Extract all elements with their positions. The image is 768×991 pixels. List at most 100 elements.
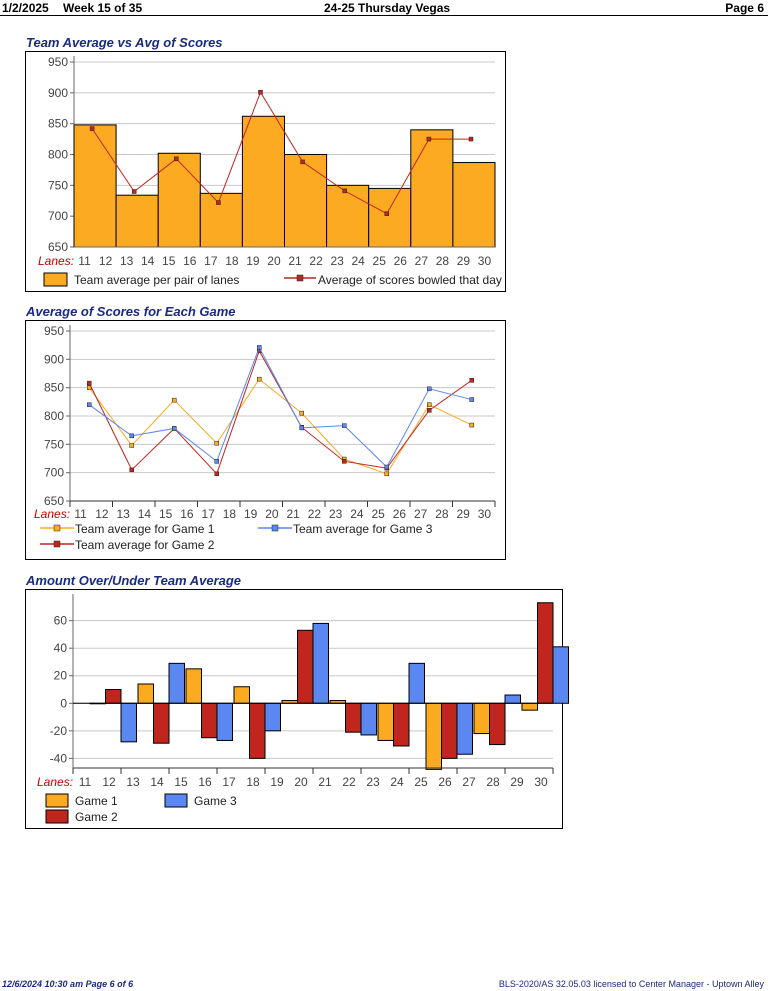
point-game2 [427, 408, 432, 413]
x-tick-label: 13 [120, 254, 134, 268]
x-tick-label: 20 [265, 507, 279, 521]
bar-game3 [216, 702, 233, 741]
x-tick-label: 21 [288, 254, 302, 268]
legend-label-game3: Team average for Game 3 [293, 522, 433, 536]
x-tick-label: 15 [159, 507, 173, 521]
point-game2 [129, 467, 134, 473]
point-game1 [257, 376, 262, 382]
legend-label-game2: Game 2 [75, 810, 118, 824]
chart3-title: Amount Over/Under Team Average [26, 573, 242, 588]
line-game1 [88, 378, 472, 475]
bar-team-avg [368, 187, 412, 248]
x-tick-label: 14 [150, 775, 164, 789]
x-tick-label: 25 [371, 507, 385, 521]
bar-game2 [441, 702, 458, 759]
point-avg-scores [426, 136, 432, 142]
x-tick-label: 17 [204, 254, 218, 268]
point-game2 [87, 380, 92, 386]
x-tick-label: 15 [162, 254, 176, 268]
x-tick-label: 17 [201, 507, 215, 521]
x-tick-label: 19 [270, 775, 284, 789]
x-tick-label: 23 [329, 507, 343, 521]
y-tick-label: 950 [44, 324, 64, 338]
bar-team-avg [157, 152, 201, 248]
bar-game2 [345, 702, 362, 733]
x-tick-label: 18 [246, 775, 260, 789]
x-tick-label: 19 [244, 507, 258, 521]
point-game1 [172, 397, 177, 403]
x-tick-label: 11 [74, 507, 87, 521]
x-tick-label: 24 [351, 254, 365, 268]
y-tick-label: -40 [50, 751, 68, 765]
bar-game3 [456, 702, 473, 755]
bar-game3 [264, 702, 281, 732]
y-tick-label: 60 [54, 614, 68, 628]
x-tick-label: 11 [78, 254, 91, 268]
x-tick-label: 18 [225, 254, 239, 268]
bar-game1 [185, 668, 202, 704]
point-game1 [384, 471, 389, 477]
point-game3 [214, 459, 219, 464]
bar-game3 [120, 702, 137, 743]
y-tick-label: 850 [48, 117, 68, 131]
bar-team-avg [284, 154, 328, 248]
point-game2 [342, 459, 347, 464]
lanes-label: Lanes: [34, 507, 70, 521]
bar-game3 [408, 662, 425, 704]
legend-label-game3: Game 3 [194, 794, 237, 808]
x-tick-label: 20 [267, 254, 281, 268]
x-tick-label: 14 [138, 507, 152, 521]
line-game3 [88, 346, 472, 468]
x-tick-label: 30 [478, 254, 492, 268]
point-game3 [172, 426, 177, 431]
bar-game2 [537, 602, 554, 704]
legend-swatch-game1 [45, 793, 69, 808]
point-game1 [214, 440, 219, 446]
x-tick-label: 17 [222, 775, 236, 789]
x-tick-label: 21 [286, 507, 300, 521]
bar-game1 [473, 702, 490, 735]
bar-team-avg [326, 184, 370, 248]
x-tick-label: 22 [309, 254, 323, 268]
bar-team-avg [241, 115, 285, 248]
bar-game1 [137, 683, 154, 704]
legend-label-avg-scores: Average of scores bowled that day [318, 273, 502, 287]
y-tick-label: 20 [54, 669, 68, 683]
point-avg-scores [468, 136, 474, 142]
x-tick-label: 29 [456, 507, 470, 521]
point-avg-scores [174, 156, 179, 162]
bar-team-avg [115, 194, 159, 248]
point-avg-scores [89, 126, 95, 131]
lanes-label: Lanes: [38, 254, 74, 268]
legend-label-team-avg: Team average per pair of lanes [74, 273, 239, 287]
point-avg-scores [131, 189, 137, 194]
legend-label-game2: Team average for Game 2 [75, 538, 215, 552]
x-tick-label: 26 [438, 775, 452, 789]
bar-game2 [105, 689, 122, 704]
x-tick-label: 29 [510, 775, 524, 789]
x-tick-label: 23 [366, 775, 380, 789]
point-game3 [299, 425, 304, 431]
point-game3 [384, 464, 389, 470]
x-tick-label: 28 [486, 775, 500, 789]
point-game3 [427, 386, 432, 392]
x-tick-label: 24 [390, 775, 404, 789]
bar-game2 [489, 702, 506, 746]
chart2-title: Average of Scores for Each Game [26, 304, 236, 319]
point-game2 [469, 378, 474, 383]
point-game3 [469, 397, 474, 402]
legend-swatch-team-avg [43, 272, 68, 287]
x-tick-label: 12 [99, 254, 113, 268]
x-tick-label: 16 [180, 507, 194, 521]
chart1-frame: 650 700 750 800 850 900 950 Lanes: 11 12 13 14 15 16 1… [25, 51, 506, 292]
x-tick-label: 30 [478, 507, 492, 521]
x-tick-label: 28 [435, 507, 449, 521]
y-tick-label: 700 [44, 466, 64, 480]
chart3-svg: -40 -20 0 20 40 60 Lanes: 11 12 13 14 15 16 17 18 19 20 2… [37, 594, 569, 824]
y-tick-label: 750 [44, 437, 64, 451]
y-tick-label: 650 [48, 240, 68, 254]
bar-game2 [297, 629, 314, 704]
x-tick-label: 20 [294, 775, 308, 789]
legend-swatch-game3 [164, 793, 188, 808]
x-tick-label: 22 [308, 507, 322, 521]
